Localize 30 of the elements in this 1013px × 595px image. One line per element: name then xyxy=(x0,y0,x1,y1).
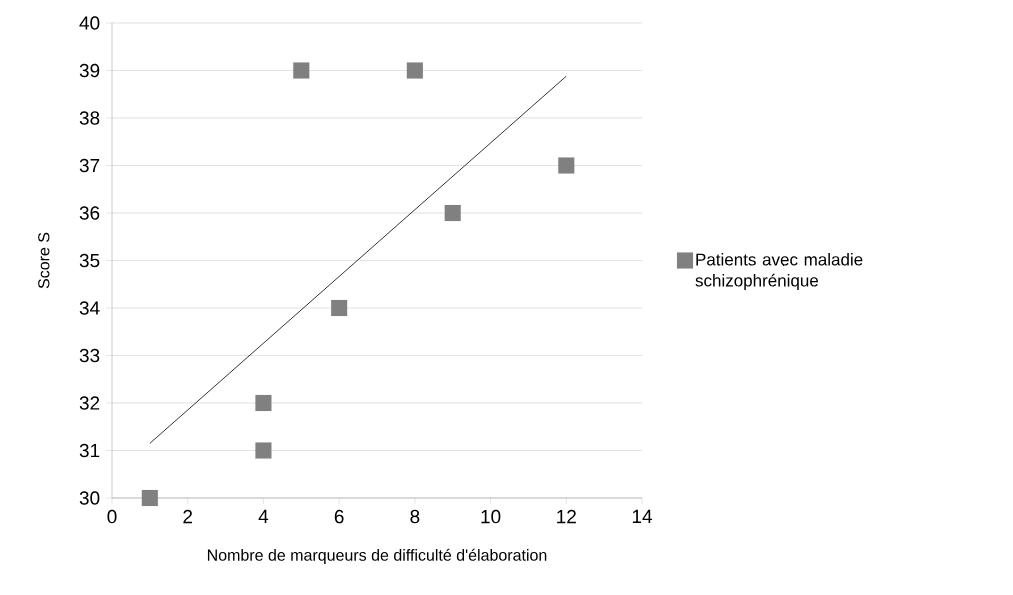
x-tick-label: 10 xyxy=(481,509,501,524)
y-tick-label: 31 xyxy=(79,443,100,458)
point xyxy=(331,299,348,317)
y-tick-label: 30 xyxy=(79,491,100,505)
legend-label: Patients avec maladie schizophrénique xyxy=(695,253,863,290)
x-tick-label: 14 xyxy=(632,509,653,523)
y-tick-label: 34 xyxy=(79,301,100,315)
point xyxy=(141,489,158,507)
x-tick-label: 8 xyxy=(410,509,420,524)
point xyxy=(558,157,575,174)
point xyxy=(255,442,272,459)
point xyxy=(406,62,423,79)
y-tick-label: 35 xyxy=(79,253,100,268)
y-axis-title: Score S xyxy=(38,232,50,289)
x-tick-label: 6 xyxy=(334,509,344,524)
point xyxy=(255,394,272,412)
x-axis-title: Nombre de marqueurs de difficulté d'élaboration xyxy=(207,548,547,564)
x-tick-label: 12 xyxy=(557,509,576,524)
x-tick-label: 0 xyxy=(107,509,117,524)
y-tick-label: 40 xyxy=(79,16,100,30)
y-tick-label: 36 xyxy=(79,206,100,220)
point xyxy=(293,62,310,79)
x-tick-label: 2 xyxy=(183,509,193,524)
y-tick-label: 33 xyxy=(79,348,100,363)
y-tick-label: 38 xyxy=(79,111,100,125)
point xyxy=(444,204,461,222)
y-tick-label: 37 xyxy=(79,158,100,173)
y-tick-label: 32 xyxy=(79,396,100,410)
x-tick-label: 4 xyxy=(258,509,269,523)
y-tick-label: 39 xyxy=(79,63,100,78)
